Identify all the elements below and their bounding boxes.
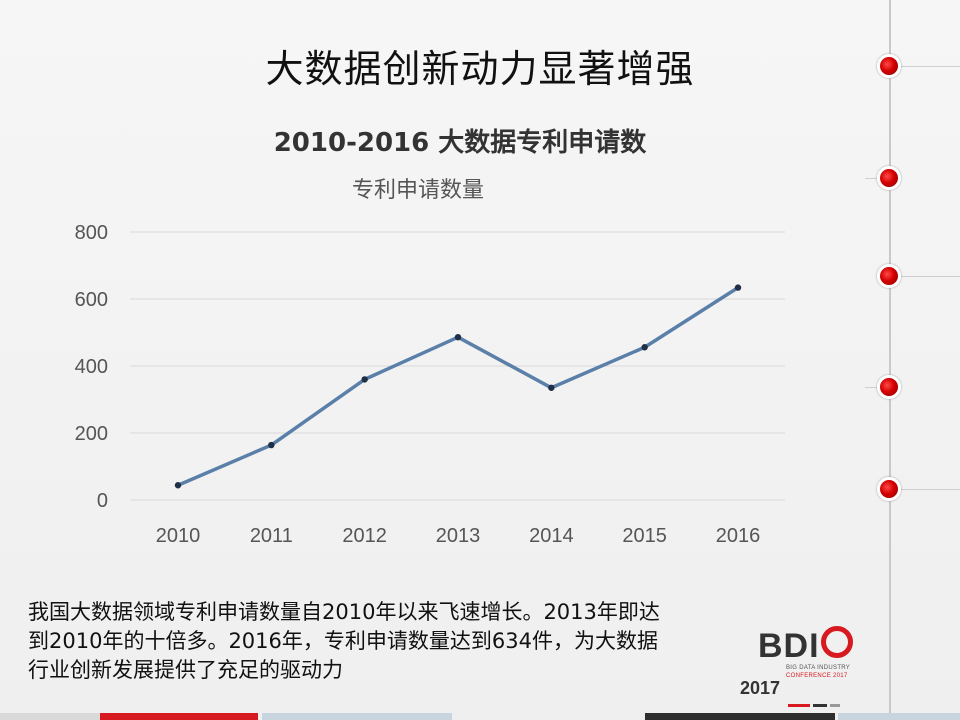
legend-series-label: 专利申请数量: [352, 178, 485, 203]
bdic-logo: BDI BIG DATA INDUSTRY CONFERENCE 2017 20…: [740, 626, 868, 707]
logo-ring-icon: [820, 626, 853, 658]
caption-text: 我国大数据领域专利申请数量自2010年以来飞速增长。2013年即达 到2010年…: [28, 598, 748, 685]
data-point: [641, 344, 648, 351]
timeline-connector: [891, 489, 960, 490]
footer-band: [645, 713, 835, 720]
logo-wordmark: BDI: [758, 626, 853, 666]
data-point: [454, 333, 462, 341]
x-tick-label: 2011: [250, 525, 293, 547]
chart-gridlines: [130, 231, 785, 501]
x-tick-label: 2016: [716, 525, 761, 547]
footer-band: [262, 713, 452, 720]
x-tick-label: 2010: [156, 525, 201, 547]
data-point: [548, 384, 555, 391]
logo-subtitle: BIG DATA INDUSTRY CONFERENCE 2017: [786, 664, 850, 680]
y-tick-label: 0: [97, 490, 108, 512]
data-point: [361, 376, 368, 383]
logo-letters: BDI: [758, 627, 820, 665]
logo-bar: [830, 704, 840, 707]
x-axis-ticks: 2010 2011 2012 2013 2014 2015 2016: [156, 525, 761, 547]
timeline-node-icon[interactable]: [877, 166, 901, 190]
logo-subtitle-line: BIG DATA INDUSTRY: [786, 665, 851, 671]
caption-line: 到2010年的十倍多。2016年，专利申请数量达到634件，为大数据: [28, 629, 658, 653]
timeline-connector: [891, 66, 960, 67]
y-tick-label: 200: [75, 423, 108, 445]
footer-band-accent: [100, 713, 258, 720]
caption-line: 行业创新发展提供了充足的驱动力: [28, 658, 343, 682]
timeline-node-icon[interactable]: [877, 375, 901, 399]
chart-title: 2010-2016 大数据专利申请数: [273, 128, 647, 158]
logo-bar: [788, 704, 810, 707]
timeline-node-icon[interactable]: [877, 264, 901, 288]
series-line: [177, 286, 739, 487]
footer-band: [838, 713, 960, 720]
timeline-rail: [889, 0, 891, 720]
logo-year: 2017: [740, 678, 781, 698]
caption-line: 我国大数据领域专利申请数量自2010年以来飞速增长。2013年即达: [28, 600, 660, 624]
timeline-connector: [891, 276, 960, 277]
data-point: [174, 482, 182, 489]
logo-bar: [813, 704, 827, 707]
timeline-node-icon[interactable]: [877, 477, 901, 501]
y-tick-label: 800: [75, 222, 108, 244]
slide-title: 大数据创新动力显著增强: [265, 47, 695, 91]
data-point: [268, 441, 275, 449]
y-tick-label: 600: [75, 289, 108, 311]
timeline-node-icon[interactable]: [877, 54, 901, 78]
x-tick-label: 2014: [529, 525, 574, 547]
y-tick-label: 400: [75, 356, 108, 378]
y-axis-ticks: 0 200 400 600 800: [75, 222, 108, 512]
x-tick-label: 2013: [436, 525, 481, 547]
x-tick-label: 2015: [622, 525, 667, 547]
logo-subtitle-line: CONFERENCE 2017: [786, 673, 848, 679]
data-point: [734, 284, 742, 291]
logo-bars: [788, 692, 843, 711]
x-tick-label: 2012: [342, 525, 387, 547]
chart-series: [174, 284, 742, 489]
